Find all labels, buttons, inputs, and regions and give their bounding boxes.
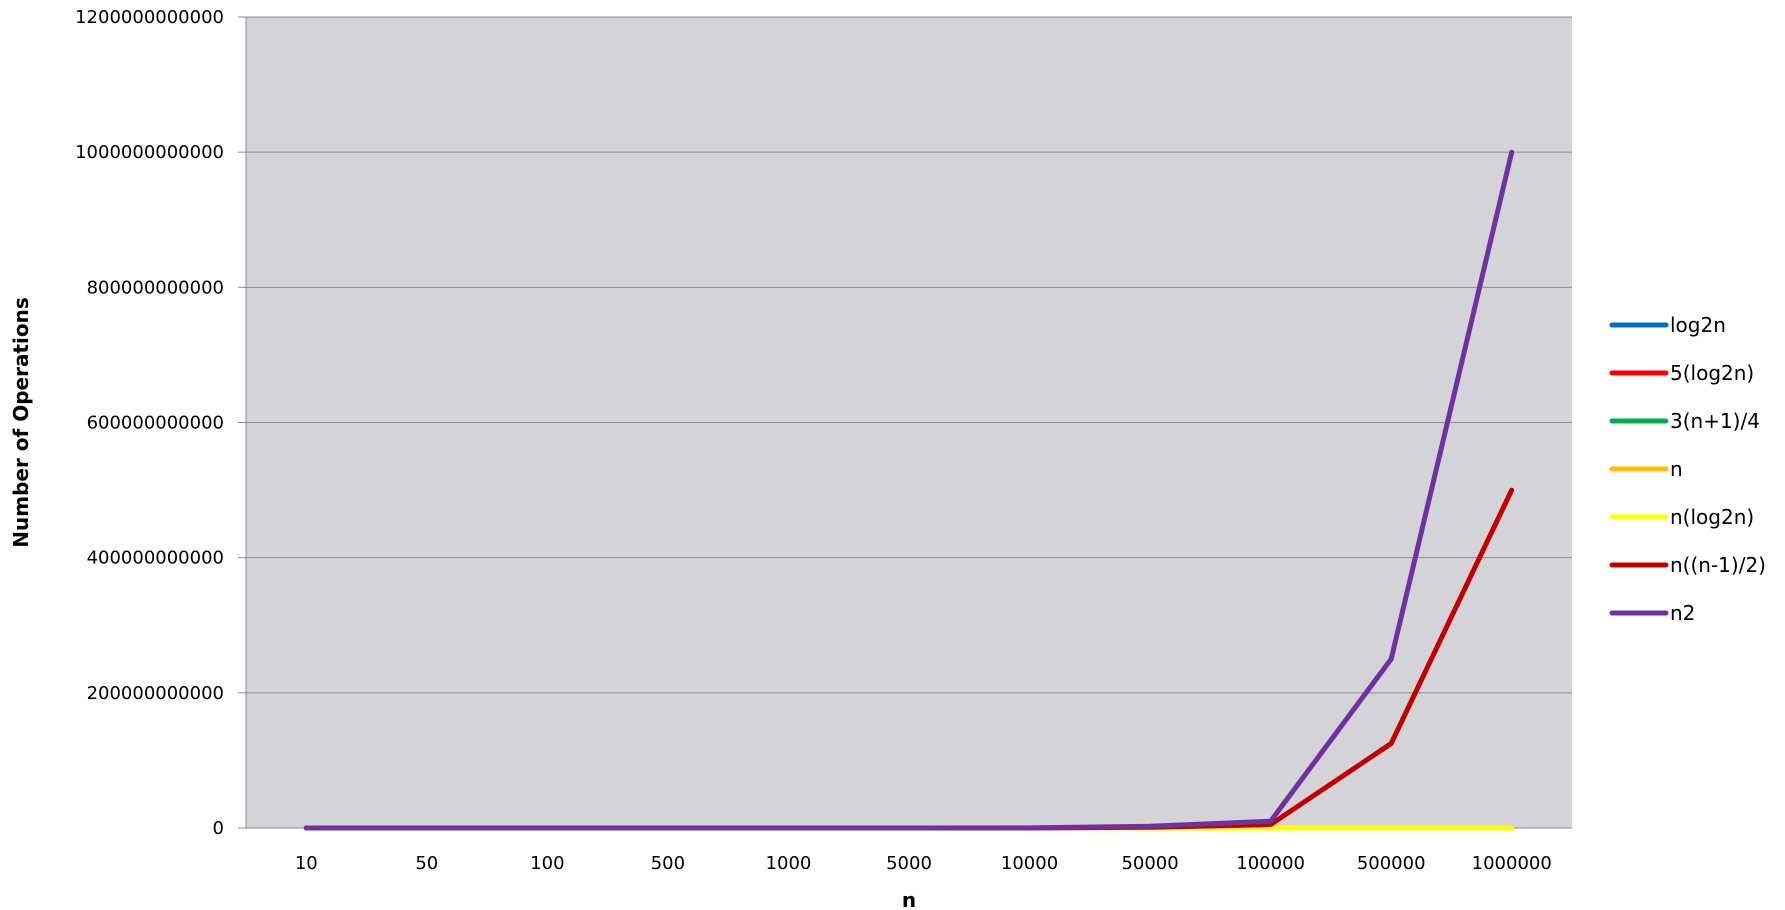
x-tick-label: 50000 <box>1121 853 1178 874</box>
y-tick-label: 1200000000000 <box>75 7 224 28</box>
y-tick-label: 800000000000 <box>87 277 224 298</box>
y-axis-tick-labels: 0 200000000000 400000000000 600000000000 800… <box>75 7 224 839</box>
x-tick-label: 100000 <box>1236 853 1305 874</box>
x-tick-label: 500 <box>651 853 685 874</box>
y-tick-label: 1000000000000 <box>75 142 224 163</box>
legend-label: n2 <box>1670 601 1695 625</box>
y-tick-label: 0 <box>213 818 224 839</box>
x-tick-label: 50 <box>415 853 438 874</box>
y-tick-label: 200000000000 <box>87 683 224 704</box>
legend-label: n(log2n) <box>1670 505 1754 529</box>
legend-label: 3(n+1)/4 <box>1670 409 1760 433</box>
series-lines <box>303 149 1515 831</box>
x-axis-tick-labels: 10 50 100 500 1000 5000 10000 50000 100000 500000… <box>295 853 1552 874</box>
y-tick-label: 400000000000 <box>87 548 224 569</box>
x-tick-label: 1000 <box>766 853 812 874</box>
legend-label: n((n-1)/2) <box>1670 553 1766 577</box>
legend-label: log2n <box>1670 313 1726 337</box>
x-tick-label: 100 <box>530 853 564 874</box>
x-axis-title: n <box>902 888 916 910</box>
legend-label: 5(log2n) <box>1670 361 1754 385</box>
gridlines <box>238 16 1572 829</box>
legend: log2n 5(log2n) 3(n+1)/4 n n(log2n) n((n-1)/2)… <box>1609 313 1766 625</box>
y-tick-label: 600000000000 <box>87 413 224 434</box>
x-tick-label: 10 <box>295 853 318 874</box>
x-tick-label: 500000 <box>1357 853 1426 874</box>
x-tick-label: 10000 <box>1001 853 1058 874</box>
series-line-n2 <box>303 149 1515 831</box>
legend-label: n <box>1670 457 1683 481</box>
y-axis-title: Number of Operations <box>9 297 33 547</box>
x-tick-label: 5000 <box>886 853 932 874</box>
x-tick-label: 1000000 <box>1472 853 1552 874</box>
